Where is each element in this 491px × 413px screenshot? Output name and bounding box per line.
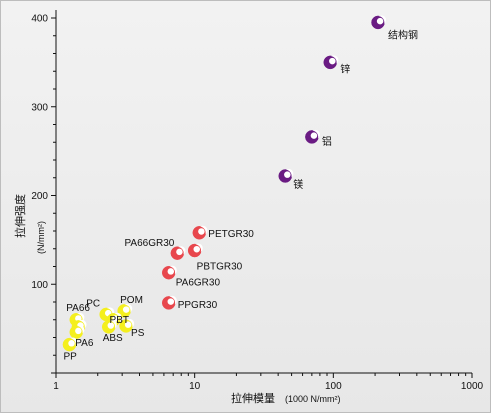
point-label: PA66 xyxy=(66,303,90,314)
data-point-highlight xyxy=(198,228,205,235)
y-axis-unit: (N/mm²) xyxy=(36,221,46,254)
point-label: PA66GR30 xyxy=(124,238,174,249)
x-tick-label: 100 xyxy=(325,381,342,392)
data-point-highlight xyxy=(114,312,122,322)
ticks xyxy=(51,17,473,378)
point-label: 结构钢 xyxy=(388,28,418,41)
data-point-highlight xyxy=(310,132,318,139)
data-point-highlight xyxy=(125,303,133,313)
point-label: 镁 xyxy=(293,178,303,191)
x-tick-label: 1 xyxy=(53,381,59,392)
data-point-highlight xyxy=(167,268,175,275)
y-tick-label: 100 xyxy=(31,280,48,291)
data-point-highlight xyxy=(124,321,132,328)
data-point-highlight xyxy=(312,129,320,139)
data-point-highlight xyxy=(68,340,75,347)
y-axis-title: 拉伸强度 (N/mm²) xyxy=(13,194,46,254)
axes xyxy=(55,10,472,374)
point-label: POM xyxy=(120,295,143,306)
point-label: PA6GR30 xyxy=(176,278,221,289)
point-label: PS xyxy=(131,328,145,339)
x-axis-label: 拉伸模量 xyxy=(231,391,275,405)
x-tick-label: 10 xyxy=(189,381,201,392)
data-point-highlight xyxy=(195,243,203,252)
point-label: PBTGR30 xyxy=(197,262,243,273)
y-axis-label: 拉伸强度 xyxy=(13,194,27,238)
point-label: PC xyxy=(86,298,100,309)
data-point-highlight xyxy=(167,298,175,305)
tick-labels: 1 10 100 1000 100 200 300 400 xyxy=(31,14,483,393)
data-point-highlight xyxy=(169,265,177,275)
x-tick-label: 1000 xyxy=(461,381,484,392)
point-label: 铝 xyxy=(322,136,332,148)
data-points xyxy=(62,15,387,352)
point-label: PBT xyxy=(110,315,129,326)
data-point-highlight xyxy=(286,168,294,178)
data-point-highlight xyxy=(112,315,119,322)
data-point-highlight xyxy=(193,245,200,253)
data-point-highlight xyxy=(178,246,186,255)
y-tick-label: 300 xyxy=(31,102,48,113)
point-label: PPGR30 xyxy=(178,300,218,311)
data-point-highlight xyxy=(200,225,208,235)
data-point-highlight xyxy=(79,319,87,329)
data-point-highlight xyxy=(70,337,78,346)
point-label: PA6 xyxy=(75,338,94,349)
data-point-highlight xyxy=(109,319,117,329)
data-point-highlight xyxy=(284,171,291,178)
y-tick-label: 200 xyxy=(31,191,48,202)
data-point-highlight xyxy=(77,312,85,322)
x-axis-title: 拉伸模量 (1000 N/mm²) xyxy=(231,391,341,405)
y-tick-label: 400 xyxy=(31,14,48,25)
data-point-highlight xyxy=(107,322,115,329)
data-point-highlight xyxy=(127,318,135,328)
point-label: PP xyxy=(63,352,77,363)
data-point-highlight xyxy=(77,325,85,334)
data-point-highlight xyxy=(331,55,339,64)
data-point-highlight xyxy=(329,57,336,65)
data-point-highlight xyxy=(122,306,130,313)
point-label: PETGR30 xyxy=(208,229,254,240)
data-point-highlight xyxy=(75,315,82,322)
point-label: 锌 xyxy=(340,62,350,75)
data-point-highlight xyxy=(378,15,387,24)
data-point-highlight xyxy=(169,295,177,305)
data-point-highlight xyxy=(376,17,384,25)
x-axis-unit: (1000 N/mm²) xyxy=(285,394,341,404)
data-point-highlight xyxy=(75,327,82,335)
data-point-highlight xyxy=(176,248,183,256)
point-label: ABS xyxy=(103,333,123,344)
